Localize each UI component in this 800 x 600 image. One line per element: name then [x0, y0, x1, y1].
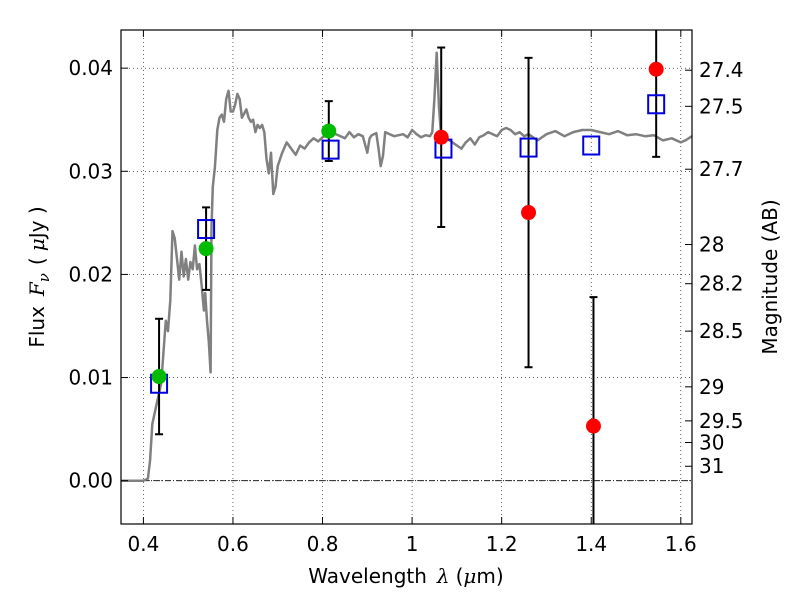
x-tick-label: 0.4	[127, 532, 159, 556]
x-axis-label-prefix: Wavelength	[308, 564, 427, 588]
circle-marker	[321, 123, 337, 139]
x-axis-label-unit-rest: m)	[476, 564, 503, 588]
circle-marker	[151, 369, 167, 385]
right-tick-label: 27.7	[699, 157, 744, 181]
circle-marker	[521, 205, 537, 221]
x-axis-ticks: 0.4 0.6 0.8 1 1.2 1.4 1.6	[127, 30, 697, 556]
square-marker	[321, 139, 340, 160]
square-markers	[150, 94, 666, 394]
y-axis-ticks: 0.00 0.01 0.02 0.03 0.04	[68, 56, 128, 493]
right-tick-label: 27.5	[699, 94, 744, 118]
circle-marker	[585, 418, 601, 434]
right-tick-label: 29	[699, 375, 724, 399]
plot-frame	[120, 29, 693, 525]
x-axis-label: Wavelength λ (μm)	[308, 564, 503, 588]
x-axis-label-symbol: λ	[436, 564, 450, 588]
y-tick-label: 0.01	[68, 366, 113, 390]
right-tick-label: 29.5	[699, 409, 744, 433]
y-axis-label-subscript: ν	[35, 273, 53, 282]
right-axis-label: Magnitude (AB)	[758, 199, 782, 354]
square-marker	[519, 137, 538, 158]
right-tick-label: 28.5	[699, 319, 744, 343]
x-tick-label: 1	[406, 532, 419, 556]
y-axis-label-unit-open: (	[25, 257, 49, 265]
circle-marker	[433, 129, 449, 145]
y-tick-label: 0.02	[68, 262, 113, 286]
circle-marker	[198, 241, 214, 257]
right-tick-label: 28.2	[699, 272, 744, 296]
circle-markers	[151, 61, 664, 434]
square-marker	[197, 219, 216, 240]
error-bars	[155, 30, 661, 524]
y-axis-label: Flux Fν ( μJy )	[25, 206, 53, 347]
x-axis-label-unit-open: (	[456, 564, 464, 588]
y-axis-label-symbol: F	[25, 281, 49, 297]
right-tick-label: 27.4	[699, 58, 744, 82]
y-tick-label: 0.03	[68, 159, 113, 183]
x-tick-label: 1.2	[486, 532, 518, 556]
right-tick-label: 30	[699, 431, 724, 455]
x-tick-label: 0.8	[307, 532, 339, 556]
x-tick-label: 1.6	[665, 532, 697, 556]
square-marker	[582, 135, 601, 156]
y-axis-label-unit-rest: Jy )	[25, 206, 49, 240]
right-tick-label: 28	[699, 233, 724, 257]
circle-marker	[648, 61, 664, 77]
square-marker	[647, 94, 666, 115]
x-tick-label: 1.4	[575, 532, 607, 556]
y-tick-label: 0.00	[68, 469, 113, 493]
x-tick-label: 0.6	[217, 532, 249, 556]
y-axis-label-prefix: Flux	[25, 306, 49, 348]
y-axis-label-unit-mu: μ	[25, 238, 49, 251]
right-tick-label: 31	[699, 454, 724, 478]
y-tick-label: 0.04	[68, 56, 113, 80]
x-axis-label-unit-mu: μ	[463, 564, 476, 588]
